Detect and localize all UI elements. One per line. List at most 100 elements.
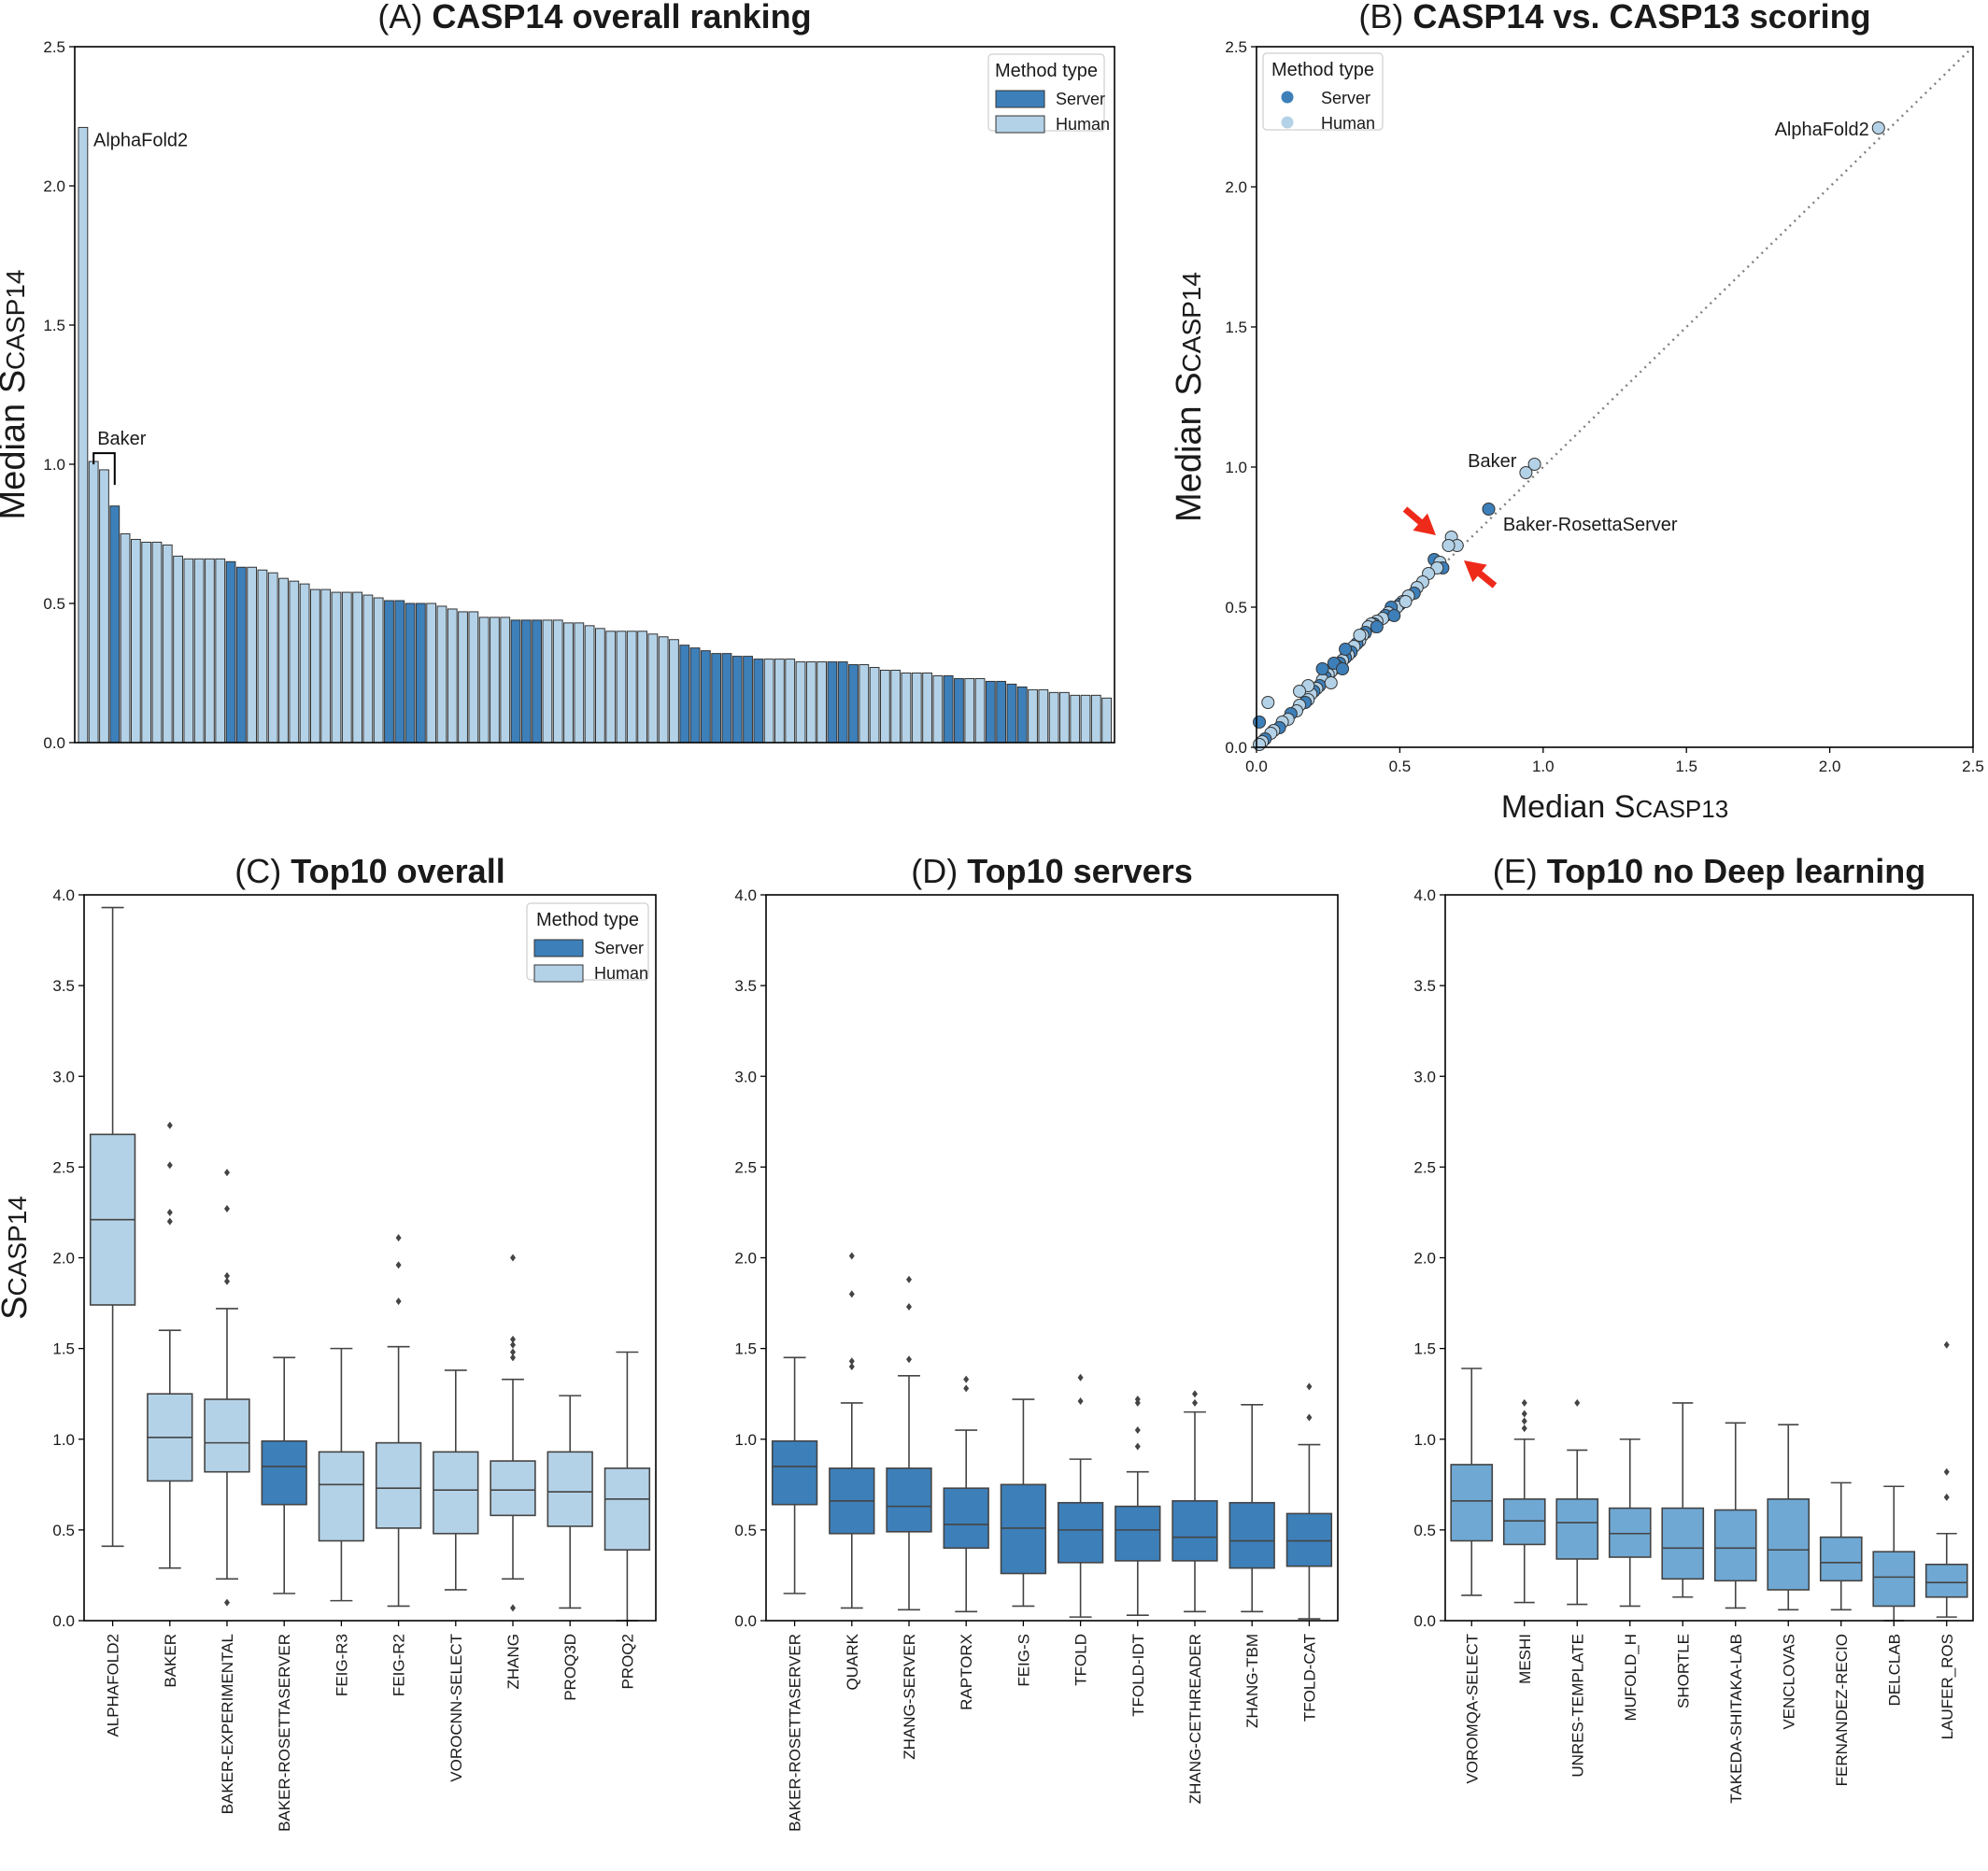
bar: [795, 661, 806, 744]
bar: [520, 619, 532, 744]
outlier: [395, 1297, 402, 1306]
box-item: [1608, 1438, 1652, 1608]
bar: [247, 566, 258, 744]
outlier: [848, 1290, 855, 1298]
bar: [637, 631, 647, 744]
box-item: [490, 1254, 536, 1612]
scatter-point: [1293, 685, 1307, 698]
box-iqr: [1767, 1498, 1810, 1591]
box-iqr: [1502, 1498, 1546, 1546]
bar: [721, 653, 732, 744]
panel-c-title-text: Top10 overall: [291, 852, 504, 890]
panel-a-y-tick-label: 0.5: [43, 595, 65, 613]
bar: [954, 677, 964, 744]
bar: [478, 617, 490, 744]
bar: [859, 664, 870, 744]
outlier: [1521, 1398, 1527, 1407]
outlier: [510, 1354, 516, 1362]
outlier: [963, 1375, 970, 1383]
panel-e-y-tick-label: 1.0: [1413, 1431, 1436, 1449]
outlier: [906, 1355, 912, 1364]
scatter-point: [1315, 662, 1329, 675]
box-iqr: [1000, 1483, 1047, 1575]
category-label: LAUFER_ROS: [1938, 1634, 1956, 1739]
panel-a-y-tick-label: 0.0: [43, 734, 65, 752]
box-item: [1872, 1485, 1916, 1622]
panel-d-y-tick-label: 0.0: [734, 1612, 757, 1630]
bar: [574, 622, 585, 744]
panel-a-ylabel-main: Median S: [0, 370, 33, 520]
panel-b-title-prefix: (B): [1358, 0, 1413, 35]
category-label: TFOLD-IDT: [1129, 1634, 1147, 1717]
box-iqr: [261, 1439, 307, 1506]
panel-d-y-tick-label: 2.5: [734, 1158, 757, 1176]
bar: [743, 656, 753, 744]
legend-server-label: Server: [1321, 89, 1370, 107]
panel-b-xlabel: Median SCASP13: [1501, 789, 1728, 825]
category-label: PROQ2: [618, 1634, 636, 1690]
bar: [1006, 683, 1017, 744]
bar: [130, 538, 141, 744]
category-label: QUARK: [844, 1633, 861, 1690]
panel-a-bars: [78, 126, 1113, 744]
legend-human-marker: [1281, 116, 1294, 129]
panel-d-y-tick-label: 3.0: [734, 1068, 757, 1085]
bar: [405, 602, 416, 744]
bar: [299, 583, 310, 744]
bar: [352, 591, 362, 744]
panel-e-y-tick-label: 0.5: [1413, 1522, 1436, 1539]
bar: [447, 608, 458, 744]
box-item: [1555, 1398, 1599, 1606]
box-iqr: [204, 1398, 250, 1473]
box-item: [1000, 1398, 1047, 1608]
bar: [1016, 686, 1028, 744]
box-item: [1057, 1373, 1104, 1618]
annotation-alphafold2: AlphaFold2: [93, 130, 188, 150]
box-item: [375, 1234, 422, 1608]
panel-d-y-tick-label: 2.0: [734, 1250, 757, 1268]
bar: [816, 661, 828, 744]
legend-human-swatch: [995, 115, 1045, 134]
scatter-point: [1253, 738, 1267, 751]
category-label: ALPHAFOLD2: [105, 1634, 122, 1737]
bar: [141, 541, 152, 744]
category-label: VENCLOVAS: [1780, 1634, 1797, 1730]
box-item: [433, 1369, 479, 1591]
bar: [605, 631, 617, 744]
bar: [964, 677, 975, 744]
panel-c-y-tick-label: 4.0: [52, 886, 75, 904]
category-label: MUFOLD_H: [1622, 1634, 1640, 1722]
scatter-point: [1387, 609, 1401, 622]
legend-box: [987, 53, 1105, 132]
box-item: [1713, 1422, 1757, 1609]
panel-b-x-tick-label: 1.0: [1532, 758, 1555, 775]
legend-box: [526, 902, 649, 981]
outlier: [224, 1169, 230, 1177]
scatter-point: [1253, 716, 1267, 729]
legend: Method type Server Human: [1262, 52, 1384, 133]
outlier: [166, 1217, 173, 1226]
category-label: FEIG-R2: [390, 1634, 408, 1696]
box-iqr: [1555, 1498, 1599, 1560]
category-label: MESHI: [1516, 1634, 1534, 1684]
bar: [384, 600, 394, 744]
panel-b-ylabel: Median SCASP14: [1170, 272, 1209, 522]
outlier: [1943, 1340, 1950, 1349]
panel-c-ylabel-sub: CASP14: [3, 1196, 32, 1296]
bar: [785, 659, 796, 744]
bar: [669, 639, 679, 744]
box-iqr: [771, 1439, 818, 1506]
panel-d-y-tick-label: 3.5: [734, 977, 757, 995]
bar: [932, 674, 944, 744]
bar: [985, 680, 996, 744]
box-iqr: [490, 1460, 536, 1517]
box-iqr: [1115, 1505, 1161, 1562]
category-label: SHORTLE: [1674, 1634, 1692, 1708]
scatter-point: [1871, 121, 1885, 135]
box-iqr: [1819, 1536, 1863, 1582]
bar: [563, 622, 574, 744]
category-label: FEIG-R3: [333, 1634, 350, 1696]
box-item: [1767, 1424, 1810, 1611]
outlier: [395, 1234, 402, 1242]
box-item: [886, 1275, 932, 1611]
